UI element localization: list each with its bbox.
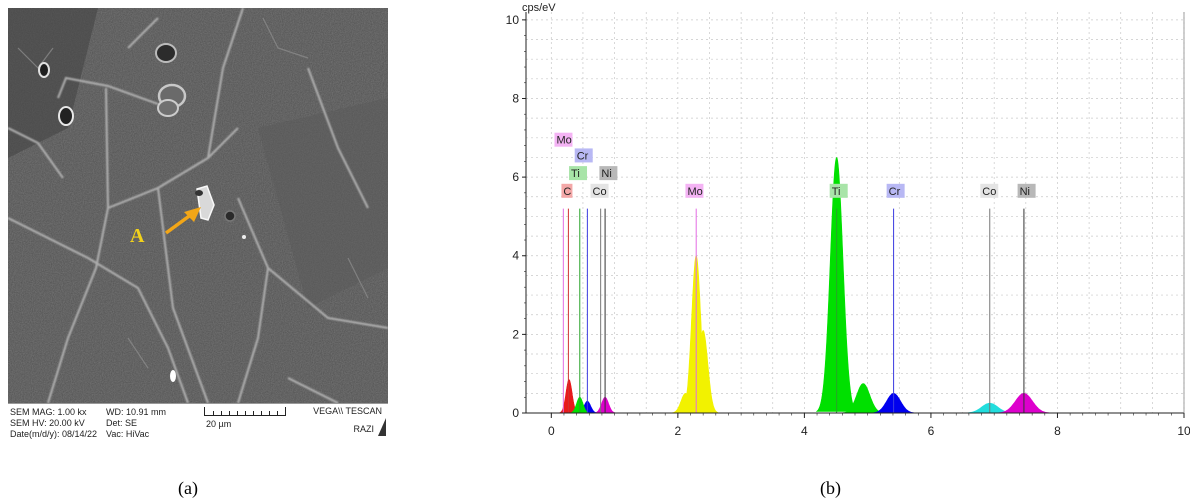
- y-tick-label: 4: [512, 249, 519, 263]
- eds-panel: Mo Cr Ti Ni C Co Mo Ti Cr Co Ni 0 2 4 6 8 10 0 2 4 6 8 10 cps/…: [496, 0, 1190, 450]
- lab-label: RAZI: [353, 424, 374, 434]
- element-label-text: Ni: [1020, 186, 1030, 198]
- razi-logo-icon: [378, 418, 386, 436]
- caption-a: (a): [178, 478, 198, 498]
- y-axis-label: cps/eV: [522, 2, 556, 14]
- element-label-co: Co: [590, 183, 609, 198]
- caption-b: (b): [820, 478, 841, 498]
- scale-bar: [204, 407, 286, 416]
- element-label-text: Mo: [687, 186, 702, 198]
- peak-mo: [671, 392, 700, 414]
- scale-label: 20 µm: [206, 419, 232, 429]
- y-tick-label: 2: [512, 327, 519, 341]
- element-label-text: Co: [982, 186, 996, 198]
- element-label-ni: Ni: [599, 166, 618, 181]
- x-tick-label: 0: [548, 424, 555, 438]
- peaks: [559, 156, 1052, 414]
- element-labels: Mo Cr Ti Ni C Co Mo Ti Cr Co Ni: [554, 132, 1036, 198]
- info-col-left: SEM MAG: 1.00 kx SEM HV: 20.00 kV Date(m…: [10, 407, 97, 440]
- element-label-text: C: [563, 186, 571, 198]
- element-label-bg: [554, 132, 573, 147]
- element-label-bg: [1017, 183, 1036, 198]
- marker-lines: [562, 208, 1025, 413]
- sem-panel: A SEM MAG: 1.00 kx SEM HV: 20.00 kV Date…: [8, 8, 388, 444]
- element-label-text: Ti: [571, 168, 580, 180]
- x-tick-label: 8: [1054, 424, 1061, 438]
- element-label-ti: Ti: [569, 166, 588, 181]
- element-label-text: Ni: [601, 168, 611, 180]
- y-tick-label: 0: [512, 406, 519, 420]
- x-tick-label: 4: [801, 424, 808, 438]
- grid: [526, 12, 1185, 413]
- y-tick-label: 10: [506, 13, 520, 27]
- instrument-label: VEGA\\ TESCAN: [313, 406, 382, 416]
- sem-det: Det: SE: [106, 418, 138, 428]
- element-label-ti: Ti: [829, 183, 848, 198]
- element-label-mo: Mo: [554, 132, 573, 147]
- element-label-text: Co: [593, 186, 607, 198]
- peak-ti: [842, 383, 885, 414]
- sem-date: Date(m/d/y): 08/14/22: [10, 429, 98, 439]
- scale-block: 20 µm: [204, 407, 286, 429]
- y-tick-label: 6: [512, 170, 519, 184]
- x-tick-label: 2: [675, 424, 682, 438]
- element-label-ni: Ni: [1017, 183, 1036, 198]
- info-col-middle: WD: 10.91 mm Det: SE Vac: HiVac: [106, 407, 166, 440]
- element-label-bg: [599, 166, 618, 181]
- sem-wd: WD: 10.91 mm: [106, 407, 167, 417]
- element-label-bg: [980, 183, 999, 198]
- sem-vac: Vac: HiVac: [106, 429, 150, 439]
- point-label: A: [130, 225, 145, 247]
- element-label-text: Cr: [577, 150, 589, 162]
- element-label-mo: Mo: [685, 183, 704, 198]
- element-label-bg: [829, 183, 848, 198]
- element-label-cr: Cr: [574, 148, 593, 163]
- peak-mo: [688, 330, 719, 413]
- x-tick-label: 6: [928, 424, 935, 438]
- element-label-bg: [569, 166, 588, 181]
- element-label-text: Cr: [889, 186, 901, 198]
- element-label-co: Co: [980, 183, 999, 198]
- element-label-text: Ti: [832, 186, 841, 198]
- element-label-bg: [886, 183, 905, 198]
- element-label-text: Mo: [556, 135, 571, 147]
- y-tick-label: 8: [512, 91, 519, 105]
- arrow-marker: [164, 212, 194, 235]
- sem-hv: SEM HV: 20.00 kV: [10, 418, 85, 428]
- element-label-bg: [574, 148, 593, 163]
- element-label-bg: [561, 183, 573, 198]
- sem-mag: SEM MAG: 1.00 kx: [10, 407, 87, 417]
- element-label-bg: [590, 183, 609, 198]
- element-label-c: C: [561, 183, 573, 198]
- element-label-cr: Cr: [886, 183, 905, 198]
- element-label-bg: [685, 183, 704, 198]
- sem-micrograph: A: [8, 8, 388, 403]
- sem-info-bar: SEM MAG: 1.00 kx SEM HV: 20.00 kV Date(m…: [8, 403, 388, 444]
- x-tick-label: 10: [1177, 424, 1190, 438]
